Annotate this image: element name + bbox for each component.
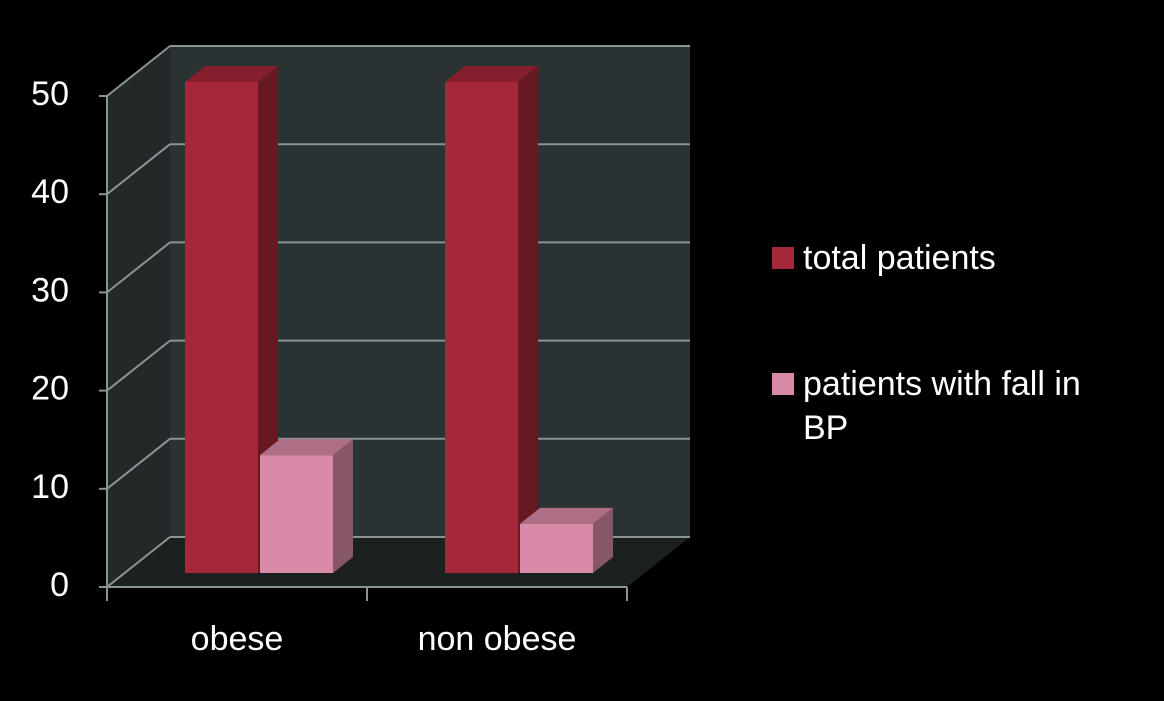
grid-line (106, 143, 171, 195)
bar-top (445, 66, 538, 82)
bar-side (333, 439, 353, 573)
bar (520, 523, 593, 573)
grid-line (106, 536, 171, 588)
y-tick-label: 0 (50, 566, 69, 604)
y-tick-label: 20 (31, 370, 69, 408)
legend-swatch (772, 373, 794, 395)
legend-label: patients with fall in BP (803, 365, 1081, 447)
bar (260, 455, 333, 573)
grid-line (106, 241, 171, 294)
bar (445, 82, 518, 573)
side-wall (107, 46, 170, 587)
bar-top (260, 439, 353, 456)
legend-entry: total patients (772, 236, 1133, 280)
legend-swatch (772, 247, 794, 269)
y-tick-label: 10 (31, 468, 69, 506)
back-wall (170, 46, 690, 537)
grid-line (106, 45, 171, 97)
x-tick-label: obese (191, 620, 284, 658)
bar (185, 82, 258, 573)
bar-side (518, 66, 538, 573)
grid-line (106, 438, 171, 490)
bar-side (593, 507, 613, 573)
y-tick-label: 30 (31, 271, 69, 309)
y-tick-label: 50 (31, 75, 69, 113)
y-tick-label: 40 (31, 173, 69, 211)
bar-top (185, 66, 278, 82)
legend-entry: patients with fall in BP (772, 362, 1133, 450)
legend-label: total patients (803, 239, 996, 277)
x-tick-label: non obese (418, 620, 577, 658)
bar-top (520, 507, 613, 524)
grid-line (106, 339, 171, 392)
